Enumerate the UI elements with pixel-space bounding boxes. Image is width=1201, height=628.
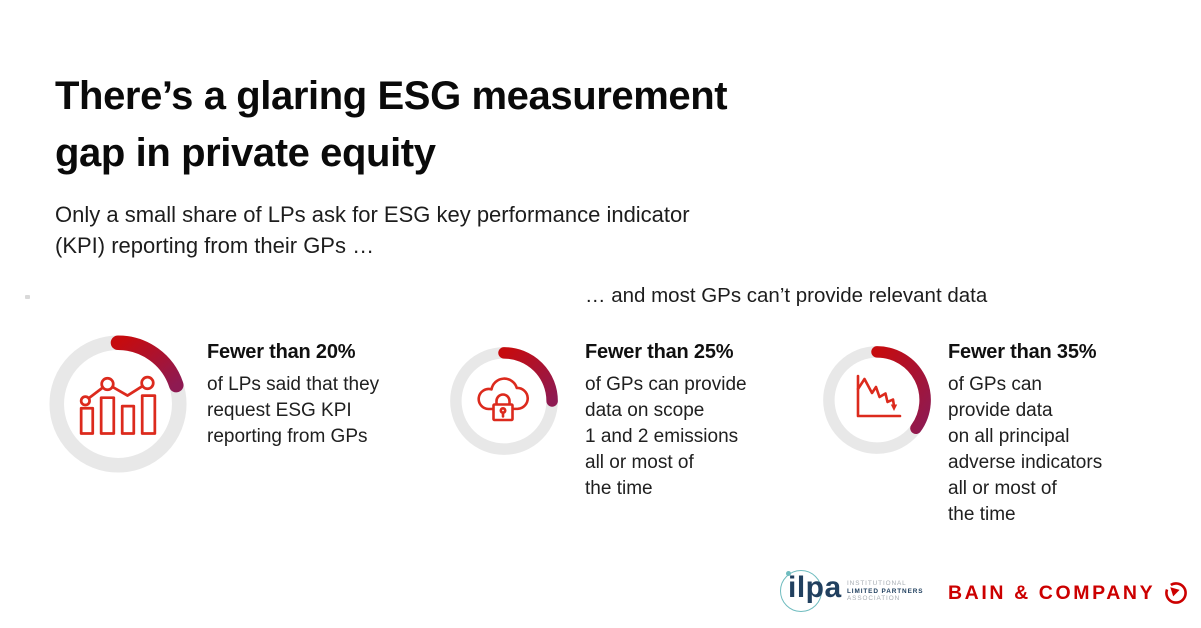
stat-headline: Fewer than 20% (207, 341, 356, 363)
stat-body: of GPs can provide data on scope 1 and 2… (585, 374, 747, 499)
subtitle: Only a small share of LPs ask for ESG ke… (55, 202, 690, 258)
gp-note: … and most GPs can’t provide relevant da… (585, 284, 988, 307)
gauge-donut-emissions (449, 346, 559, 456)
declining-chart-icon (856, 374, 902, 418)
stat-card-adverse-indicators: Fewer than 35% of GPs can provide data o… (948, 341, 1188, 528)
ilpa-wordmark: ilpa (788, 571, 842, 604)
ilpa-logo: ilpa INSTITUTIONAL LIMITED PARTNERS ASSO… (780, 567, 925, 617)
stat-card-emissions: Fewer than 25% of GPs can provide data o… (585, 341, 825, 502)
donut-ring-chart (450, 347, 558, 455)
stat-body: of GPs can provide data on all principal… (948, 374, 1103, 525)
stray-mark (25, 295, 30, 299)
cloud-lock-icon (477, 377, 529, 422)
gauge-donut-lps-kpi (48, 334, 188, 474)
bain-company-logo: BAIN & COMPANY (948, 580, 1188, 606)
ilpa-subtext-line3: ASSOCIATION (847, 595, 901, 603)
gauge-arc (871, 346, 931, 435)
gauge-donut-adverse-indicators (822, 345, 932, 455)
donut-ring-chart (49, 335, 187, 473)
stat-headline: Fewer than 25% (585, 341, 734, 363)
ilpa-subtext: INSTITUTIONAL LIMITED PARTNERS ASSOCIATI… (847, 580, 923, 603)
gauge-arc (110, 335, 184, 393)
gauge-arc (498, 347, 558, 407)
ilpa-dot-icon (786, 571, 791, 576)
stat-headline: Fewer than 35% (948, 341, 1097, 363)
ilpa-circle-icon (780, 570, 822, 612)
ilpa-subtext-line2: LIMITED PARTNERS (847, 587, 924, 595)
bar-line-chart-icon (79, 375, 157, 435)
stat-card-lps-kpi: Fewer than 20% of LPs said that they req… (207, 341, 447, 450)
stat-body: of LPs said that they request ESG KPI re… (207, 374, 380, 447)
ilpa-subtext-line1: INSTITUTIONAL (847, 580, 907, 587)
donut-ring-chart (823, 346, 931, 454)
bain-wordmark: BAIN & COMPANY (948, 581, 1156, 604)
page-title: There’s a glaring ESG measurement gap in… (55, 74, 728, 175)
bain-compass-icon (1165, 582, 1188, 604)
